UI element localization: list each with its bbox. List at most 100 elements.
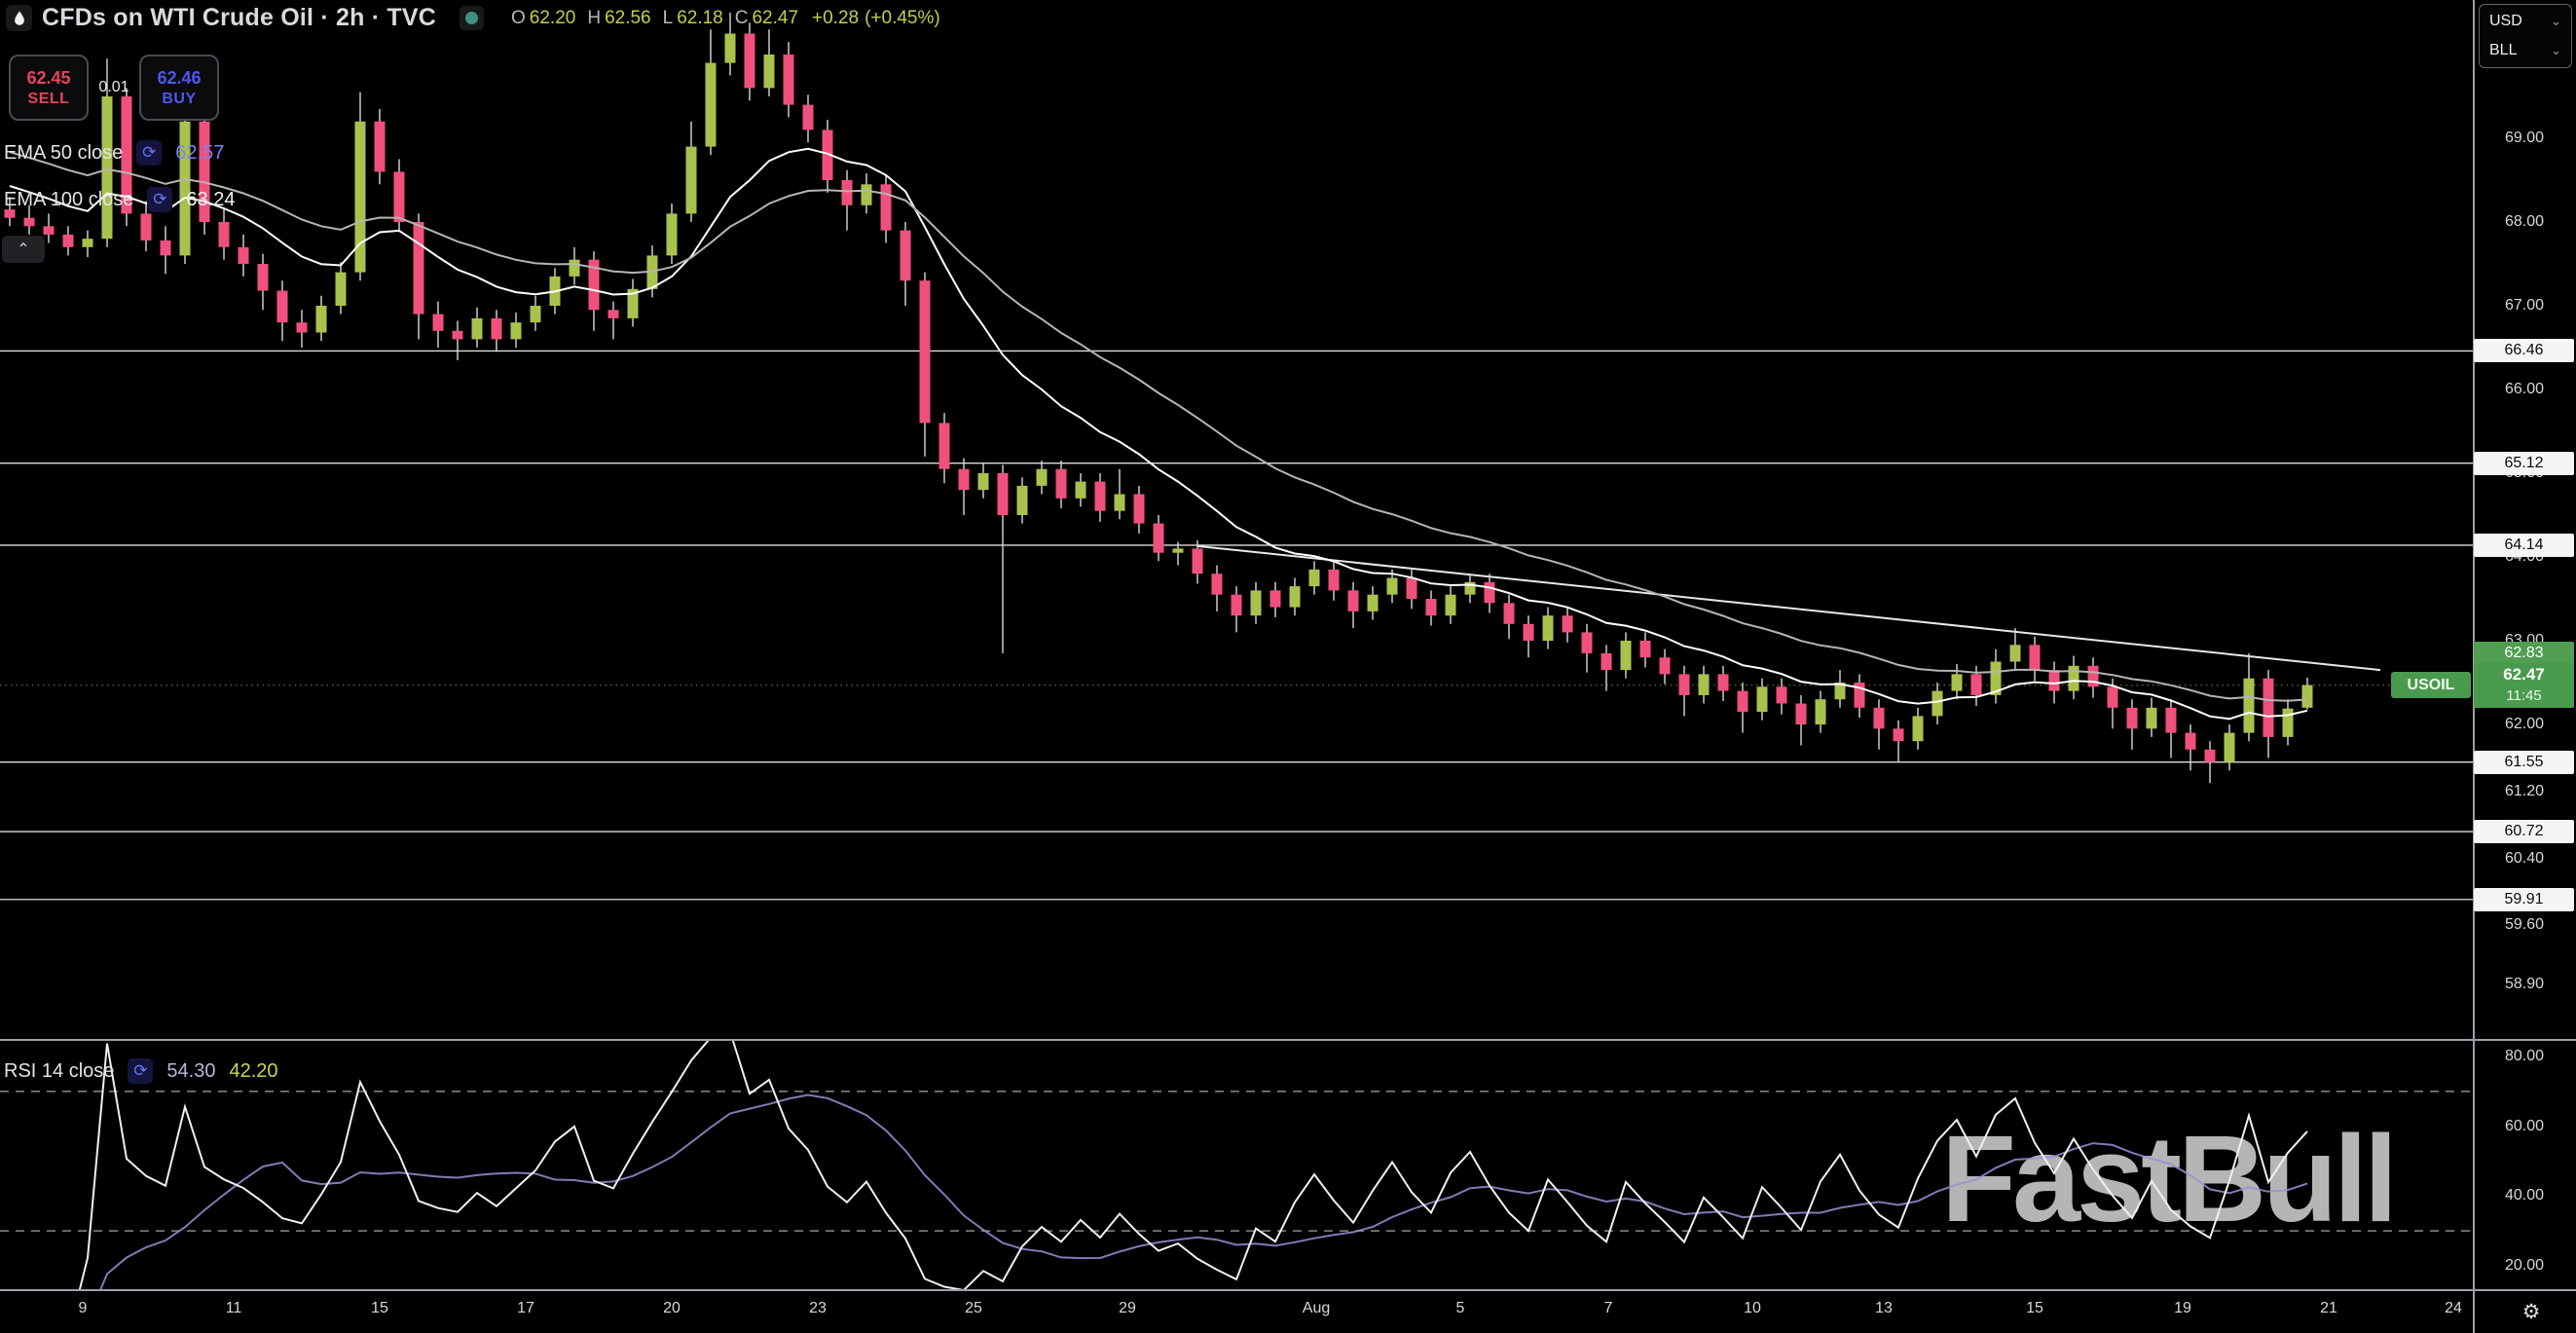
chart-canvas[interactable] xyxy=(0,0,2473,1290)
ema50-line xyxy=(9,147,2308,721)
price-axis-label: 58.90 xyxy=(2504,975,2545,992)
candle-down xyxy=(997,473,1009,515)
candle-up xyxy=(1289,586,1301,608)
rsi-axis-label: 20.00 xyxy=(2504,1256,2545,1274)
candle-down xyxy=(1503,603,1515,624)
candle-down xyxy=(1231,594,1242,616)
candle-down xyxy=(1639,641,1651,658)
candle-down xyxy=(2048,670,2060,691)
ema50-value: 62.57 xyxy=(175,141,225,164)
chart-header: CFDs on WTI Crude Oil · 2h · TVC O 62.20 … xyxy=(6,4,940,32)
source-icon[interactable] xyxy=(460,6,484,30)
candle-down xyxy=(919,280,931,424)
time-axis-label: 20 xyxy=(663,1300,681,1316)
candle-down xyxy=(23,217,35,227)
candle-down xyxy=(900,230,911,281)
rsi-axis-label: 60.00 xyxy=(2504,1117,2545,1134)
candle-up xyxy=(179,121,191,256)
candle-up xyxy=(101,96,113,240)
candle-up xyxy=(2068,665,2079,691)
candle-down xyxy=(491,317,502,340)
candle-down xyxy=(783,55,794,105)
candle-down xyxy=(160,240,171,256)
candle-down xyxy=(140,213,152,241)
rsi-axis-label: 40.00 xyxy=(2504,1187,2545,1204)
candle-down xyxy=(841,180,853,205)
open-label: O xyxy=(511,7,526,28)
rsi-axis-label: 80.00 xyxy=(2504,1048,2545,1064)
time-axis-label: 9 xyxy=(78,1300,88,1316)
candle-up xyxy=(1815,699,1826,724)
candle-up xyxy=(1445,594,1456,616)
candle-down xyxy=(2126,707,2138,729)
refresh-icon[interactable]: ⟳ xyxy=(136,140,163,166)
collapse-indicators-button[interactable]: ⌃ xyxy=(2,236,45,263)
candle-up xyxy=(1912,716,1924,742)
level-price-badge: 65.12 xyxy=(2474,451,2574,475)
candle-down xyxy=(393,171,405,222)
candle-up xyxy=(569,259,580,277)
buy-label: BUY xyxy=(162,90,197,107)
time-axis-label: 10 xyxy=(1744,1300,1761,1316)
level-price-badge: 64.14 xyxy=(2474,533,2574,557)
candle-down xyxy=(1347,590,1359,611)
oil-drop-icon xyxy=(6,5,32,31)
candle-down xyxy=(1659,657,1671,675)
high-label: H xyxy=(587,7,602,28)
candle-down xyxy=(958,468,970,491)
high-value: 62.56 xyxy=(605,7,651,28)
candle-up xyxy=(1075,481,1086,499)
level-price-badge: 66.46 xyxy=(2474,339,2574,363)
gear-icon[interactable]: ⚙ xyxy=(2521,1300,2541,1323)
candle-down xyxy=(1094,481,1106,511)
fastbull-watermark: FastBull xyxy=(1941,1110,2398,1247)
candle-down xyxy=(62,234,74,247)
candle-up xyxy=(1114,494,1125,511)
candle-up xyxy=(705,62,717,147)
ema100-legend: EMA 100 close ⟳ 63.24 xyxy=(4,187,235,212)
candle-up xyxy=(1990,661,2002,695)
pane-divider[interactable] xyxy=(0,1039,2576,1041)
currency-selector[interactable]: USD ⌄ xyxy=(2480,13,2571,30)
rsi-pane[interactable] xyxy=(0,1032,2473,1290)
close-label: C xyxy=(734,7,749,28)
ema100-line xyxy=(9,151,2308,702)
candle-up xyxy=(315,306,327,333)
candle-up xyxy=(724,33,736,63)
unit-selector[interactable]: BLL ⌄ xyxy=(2480,42,2571,59)
trendline[interactable] xyxy=(1196,544,2381,672)
candle-up xyxy=(2243,678,2255,733)
rsi-label: RSI 14 close xyxy=(4,1059,115,1082)
close-value: 62.47 xyxy=(752,7,799,28)
candle-down xyxy=(1873,707,1885,729)
time-axis-label: 11 xyxy=(225,1300,242,1316)
candle-down xyxy=(1328,569,1340,591)
candle-down xyxy=(199,121,210,222)
time-axis[interactable]: 9 11 15 17 20 23 25 29 Aug 5 7 10 13 15 19 21 24 xyxy=(0,1291,2576,1333)
time-axis-label: Aug xyxy=(1302,1300,1331,1316)
candle-up xyxy=(2301,685,2313,708)
refresh-icon[interactable]: ⟳ xyxy=(147,187,173,212)
ema100-value: 63.24 xyxy=(186,188,236,210)
candle-down xyxy=(1484,581,1495,604)
symbol-title[interactable]: CFDs on WTI Crude Oil · 2h · TVC xyxy=(42,4,436,31)
chevron-up-icon: ⌃ xyxy=(17,241,30,258)
candle-down xyxy=(296,322,308,333)
trade-widget: 62.45 SELL 0.01 62.46 BUY xyxy=(9,55,219,121)
rsi-legend: RSI 14 close ⟳ 54.30 42.20 xyxy=(4,1058,278,1084)
candle-up xyxy=(1386,577,1398,595)
candle-down xyxy=(2087,665,2099,687)
time-axis-label: 7 xyxy=(1603,1300,1613,1316)
open-value: 62.20 xyxy=(529,7,576,28)
candle-up xyxy=(1932,690,1943,717)
buy-button[interactable]: 62.46 BUY xyxy=(139,55,219,121)
refresh-icon[interactable]: ⟳ xyxy=(128,1058,154,1084)
candle-up xyxy=(861,184,872,205)
change-value: +0.28 xyxy=(812,7,860,28)
candle-up xyxy=(1951,674,1963,691)
sell-button[interactable]: 62.45 SELL xyxy=(9,55,89,121)
candle-up xyxy=(977,473,989,491)
candle-up xyxy=(471,317,483,340)
ema100-label: EMA 100 close xyxy=(4,188,134,210)
